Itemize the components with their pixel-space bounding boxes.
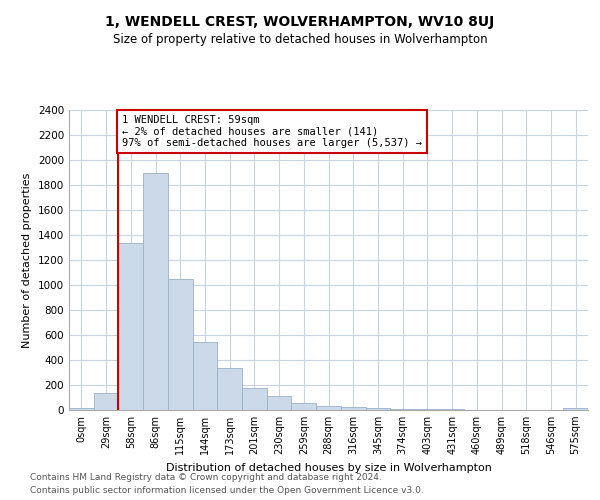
Bar [316,406,341,410]
Y-axis label: Number of detached properties: Number of detached properties [22,172,32,348]
Text: 1 WENDELL CREST: 59sqm
← 2% of detached houses are smaller (141)
97% of semi-det: 1 WENDELL CREST: 59sqm ← 2% of detached … [122,115,422,148]
Bar [292,402,316,410]
Bar [217,368,242,410]
Bar [69,408,94,410]
Bar [193,342,217,410]
Text: 1, WENDELL CREST, WOLVERHAMPTON, WV10 8UJ: 1, WENDELL CREST, WOLVERHAMPTON, WV10 8U… [106,15,494,29]
Bar [267,396,292,410]
Bar [242,388,267,410]
Bar [563,408,588,410]
Text: Size of property relative to detached houses in Wolverhampton: Size of property relative to detached ho… [113,32,487,46]
Bar [365,408,390,410]
Bar [390,409,415,410]
Bar [341,407,365,410]
Bar [118,242,143,410]
Bar [143,172,168,410]
Bar [168,279,193,410]
Bar [440,409,464,410]
X-axis label: Distribution of detached houses by size in Wolverhampton: Distribution of detached houses by size … [166,462,491,472]
Text: Contains HM Land Registry data © Crown copyright and database right 2024.: Contains HM Land Registry data © Crown c… [30,474,382,482]
Bar [94,393,118,410]
Text: Contains public sector information licensed under the Open Government Licence v3: Contains public sector information licen… [30,486,424,495]
